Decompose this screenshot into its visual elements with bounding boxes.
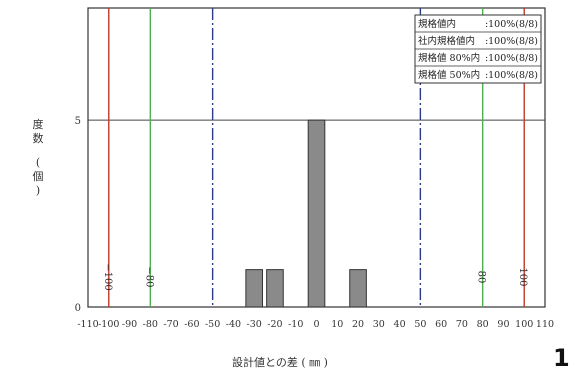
x-tick-label: -20 bbox=[267, 319, 282, 330]
y-axis-label: 度 数 ( 個 ) bbox=[30, 118, 46, 198]
legend-entry-name: 規格値 50%内 bbox=[418, 69, 480, 81]
x-axis-label: 設計値との差 ( ㎜ ) bbox=[232, 356, 328, 369]
x-tick-label: -30 bbox=[247, 319, 262, 330]
y-axis-label-char: ) bbox=[35, 184, 41, 197]
x-tick-label: -50 bbox=[205, 319, 220, 330]
legend-entry-value: :100%(8/8) bbox=[485, 53, 538, 64]
x-tick-label: -10 bbox=[288, 319, 303, 330]
x-tick-label: 100 bbox=[515, 319, 533, 330]
x-tick-label: 60 bbox=[435, 319, 447, 330]
y-tick-label: 0 bbox=[75, 303, 81, 314]
legend-entry-name: 規格値内 bbox=[418, 18, 456, 30]
limit-line-label: 80 bbox=[476, 271, 487, 284]
y-tick-label: 5 bbox=[75, 116, 81, 127]
page-number: 1 bbox=[553, 344, 570, 372]
y-axis-label-char: 度 bbox=[32, 118, 44, 131]
histogram-bar bbox=[307, 119, 326, 308]
histogram-bar bbox=[349, 269, 367, 308]
x-tick-label: -100 bbox=[98, 319, 119, 330]
x-tick-label: 30 bbox=[373, 319, 385, 330]
x-tick-label: 110 bbox=[536, 319, 554, 330]
x-tick-label: -110 bbox=[77, 319, 98, 330]
x-tick-label: 80 bbox=[477, 319, 489, 330]
legend-entry-value: :100%(8/8) bbox=[485, 19, 538, 30]
histogram-bar bbox=[245, 269, 263, 308]
y-axis-label-char: 個 bbox=[32, 170, 44, 183]
legend-entry-value: :100%(8/8) bbox=[485, 70, 538, 81]
y-axis-label-char: ( bbox=[35, 156, 41, 169]
limit-line-label: 100 bbox=[517, 267, 528, 286]
x-tick-label: 40 bbox=[394, 319, 406, 330]
x-tick-label: 50 bbox=[414, 319, 426, 330]
x-tick-label: 70 bbox=[456, 319, 468, 330]
legend-entry-value: :100%(8/8) bbox=[485, 36, 538, 47]
x-tick-label: -80 bbox=[143, 319, 158, 330]
limit-line-label: −100 bbox=[102, 263, 113, 290]
x-tick-label: -60 bbox=[184, 319, 199, 330]
x-tick-label: -70 bbox=[163, 319, 178, 330]
x-tick-label: 90 bbox=[497, 319, 509, 330]
x-tick-label: 10 bbox=[331, 319, 343, 330]
x-tick-label: 20 bbox=[352, 319, 364, 330]
x-tick-label: -90 bbox=[122, 319, 137, 330]
legend-entry-name: 規格値 80%内 bbox=[418, 52, 480, 64]
y-axis-label-char: 数 bbox=[32, 132, 44, 145]
x-tick-label: -40 bbox=[226, 319, 241, 330]
legend-entry-name: 社内規格値内 bbox=[418, 35, 475, 47]
limit-line-label: −80 bbox=[143, 266, 154, 287]
histogram-bar bbox=[266, 269, 284, 308]
x-tick-label: 0 bbox=[313, 319, 319, 330]
